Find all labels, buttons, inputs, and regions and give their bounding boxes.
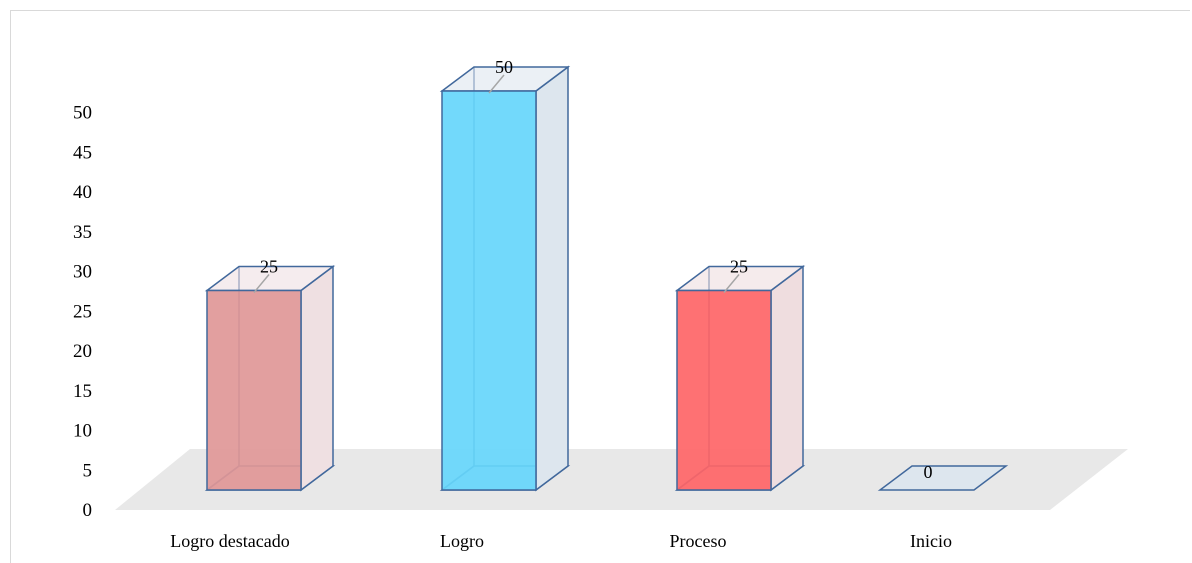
bar-side-face: [535, 65, 569, 492]
y-tick-label: 5: [83, 460, 93, 481]
data-label: 50: [495, 57, 513, 77]
bar-proceso: 25: [674, 257, 806, 492]
bar-logro-destacado: 25: [204, 257, 336, 492]
y-tick-label: 50: [73, 103, 92, 124]
data-label-leader: [488, 74, 505, 94]
bar-front-face: [206, 289, 302, 491]
x-tick-label: Inicio: [910, 531, 952, 551]
bar-front-face: [441, 90, 537, 491]
bar-flat-face: [877, 465, 1009, 491]
bar-side-face: [300, 265, 334, 492]
x-axis: Logro destacado Logro Proceso Inicio: [170, 531, 952, 551]
x-tick-label: Logro: [440, 531, 484, 551]
y-tick-label: 40: [73, 182, 92, 203]
y-tick-label: 15: [73, 381, 92, 402]
y-axis: 0 5 10 15 20 25 30 35 40 45 50: [73, 103, 92, 522]
data-label: 0: [924, 462, 933, 482]
x-tick-label: Logro destacado: [170, 531, 289, 551]
y-tick-label: 20: [73, 341, 92, 362]
x-tick-label: Proceso: [670, 531, 727, 551]
y-tick-label: 25: [73, 301, 92, 322]
y-tick-label: 45: [73, 142, 92, 163]
bars: 25 50 25 0: [204, 57, 1009, 492]
y-tick-label: 35: [73, 222, 92, 243]
bar-front-face: [676, 289, 772, 491]
y-tick-label: 30: [73, 262, 92, 283]
data-label: 25: [260, 257, 278, 277]
bar-logro: 50: [439, 57, 571, 492]
bar-inicio: 0: [877, 462, 1009, 491]
chart-frame: [10, 10, 1190, 563]
chart-floor: [115, 449, 1128, 510]
y-tick-label: 10: [73, 421, 92, 442]
data-label-leader: [723, 274, 740, 293]
y-tick-label: 0: [83, 500, 93, 521]
data-label: 25: [730, 257, 748, 277]
data-label-leader: [253, 274, 270, 293]
bar-side-face: [770, 265, 804, 492]
